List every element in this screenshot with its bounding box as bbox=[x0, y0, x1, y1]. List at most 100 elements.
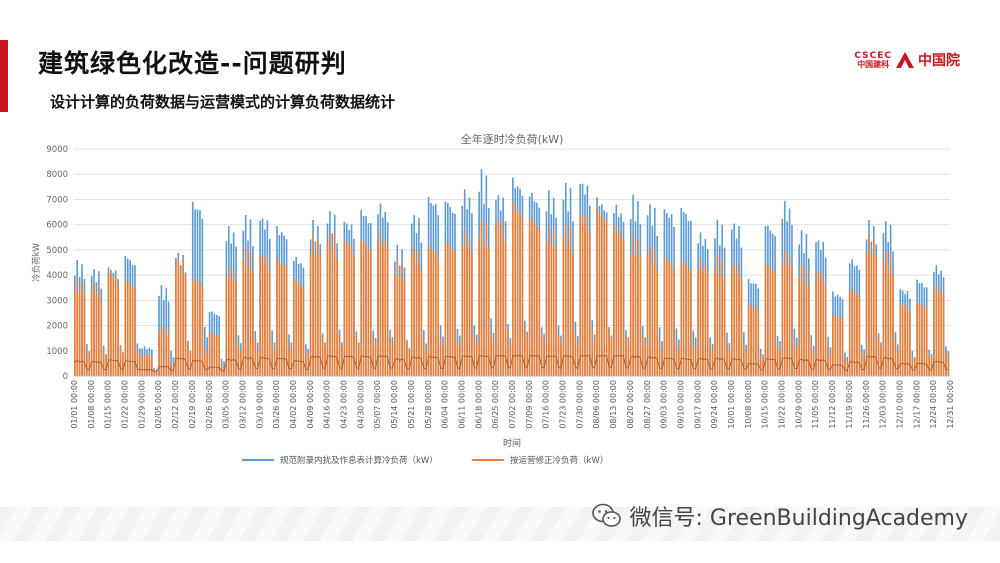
watermark-text: 微信号: GreenBuildingAcademy bbox=[629, 506, 968, 531]
x-tick-label: 11/19 00:00 bbox=[845, 380, 854, 429]
revised-bar bbox=[656, 270, 659, 376]
revised-bar bbox=[177, 257, 180, 376]
revised-bar bbox=[124, 280, 127, 376]
revised-bar bbox=[208, 333, 211, 376]
x-tick-label: 03/12 00:00 bbox=[238, 380, 247, 429]
revised-bar bbox=[309, 252, 312, 376]
revised-bar bbox=[812, 353, 815, 376]
x-tick-label: 06/18 00:00 bbox=[474, 380, 483, 429]
revised-bar bbox=[507, 331, 509, 376]
revised-bar bbox=[697, 268, 699, 376]
revised-bar bbox=[918, 304, 921, 376]
x-tick-label: 08/06 00:00 bbox=[592, 380, 601, 429]
revised-bar bbox=[661, 349, 663, 376]
revised-bar bbox=[497, 219, 500, 376]
revised-bar bbox=[747, 303, 750, 376]
logo-cn-small-text: 中国建科 bbox=[857, 59, 890, 69]
x-tick-label: 03/19 00:00 bbox=[255, 380, 264, 429]
revised-bar bbox=[215, 335, 218, 376]
x-tick-label: 07/02 00:00 bbox=[508, 380, 517, 429]
low-load-trace bbox=[74, 355, 949, 373]
revised-bar bbox=[203, 348, 206, 376]
revised-bar bbox=[151, 356, 153, 376]
revised-bar bbox=[230, 278, 233, 376]
revised-bar bbox=[536, 225, 538, 376]
revised-bar bbox=[516, 209, 519, 376]
y-tick-label: 8000 bbox=[46, 170, 68, 180]
revised-bar bbox=[875, 256, 878, 376]
revised-bar bbox=[300, 283, 302, 376]
revised-bar bbox=[776, 346, 779, 376]
revised-bar bbox=[191, 276, 194, 376]
revised-bar bbox=[336, 259, 338, 376]
revised-bar bbox=[355, 337, 358, 376]
revised-bar bbox=[581, 214, 584, 376]
revised-bar bbox=[738, 264, 740, 376]
revised-bar bbox=[786, 265, 788, 376]
revised-bar bbox=[437, 258, 440, 376]
revised-bar bbox=[605, 221, 608, 376]
logo: CSCEC 中国建科 中国院 bbox=[854, 50, 960, 70]
revised-bar bbox=[271, 340, 273, 376]
revised-bar bbox=[853, 293, 856, 376]
y-tick-label: 9000 bbox=[46, 145, 68, 155]
revised-bar bbox=[100, 300, 103, 376]
revised-bar bbox=[319, 256, 322, 376]
x-tick-label: 05/28 00:00 bbox=[424, 380, 433, 429]
revised-bar bbox=[427, 245, 430, 376]
revised-bar bbox=[524, 327, 526, 376]
revised-bar bbox=[420, 269, 423, 376]
revised-bar bbox=[324, 345, 326, 376]
revised-bar bbox=[836, 315, 839, 376]
revised-bar bbox=[406, 343, 408, 376]
revised-bar bbox=[637, 240, 639, 376]
revised-bar bbox=[646, 254, 649, 376]
revised-bar bbox=[909, 311, 911, 376]
revised-bar bbox=[483, 246, 485, 376]
x-tick-label: 04/02 00:00 bbox=[289, 380, 298, 429]
revised-bar bbox=[916, 301, 918, 376]
revised-bar bbox=[182, 259, 184, 376]
x-tick-label: 09/24 00:00 bbox=[710, 380, 719, 429]
x-tick-label: 06/25 00:00 bbox=[491, 380, 500, 429]
revised-bar bbox=[463, 231, 466, 376]
revised-bar bbox=[718, 274, 721, 376]
revised-bar bbox=[105, 357, 107, 376]
revised-bar bbox=[196, 281, 199, 376]
revised-bar bbox=[487, 248, 490, 376]
revised-bar bbox=[394, 274, 396, 376]
revised-bar bbox=[102, 349, 105, 376]
revised-bar bbox=[860, 352, 863, 376]
x-tick-label: 02/19 00:00 bbox=[188, 380, 197, 429]
revised-bar bbox=[791, 268, 793, 376]
revised-bar bbox=[425, 349, 427, 376]
revised-bar bbox=[232, 270, 235, 376]
revised-bar bbox=[374, 344, 377, 376]
revised-bar bbox=[651, 262, 654, 376]
revised-bar bbox=[937, 292, 940, 376]
revised-bar bbox=[579, 215, 581, 376]
revised-bar bbox=[362, 243, 365, 376]
revised-bar bbox=[126, 282, 129, 376]
wechat-icon bbox=[591, 503, 621, 527]
revised-bar bbox=[827, 345, 829, 376]
revised-bar bbox=[312, 235, 314, 376]
revised-bar bbox=[694, 349, 697, 376]
legend-label-design: 规范附录内扰及作息表计算冷负荷（kW） bbox=[280, 455, 438, 466]
revised-bar bbox=[382, 244, 384, 376]
revised-bar bbox=[119, 346, 122, 376]
revised-bar bbox=[863, 356, 865, 376]
revised-bar bbox=[906, 305, 909, 376]
revised-bar bbox=[329, 231, 331, 376]
revised-bar bbox=[699, 259, 702, 376]
revised-bar bbox=[365, 243, 367, 376]
revised-bar bbox=[112, 277, 115, 376]
revised-bar bbox=[764, 264, 767, 376]
revised-bar bbox=[206, 353, 208, 376]
revised-bar bbox=[613, 231, 615, 376]
revised-bar bbox=[601, 213, 603, 376]
revised-bar bbox=[685, 264, 687, 376]
revised-bar bbox=[471, 250, 473, 376]
x-tick-label: 09/17 00:00 bbox=[693, 380, 702, 429]
x-tick-label: 11/12 00:00 bbox=[828, 380, 837, 429]
